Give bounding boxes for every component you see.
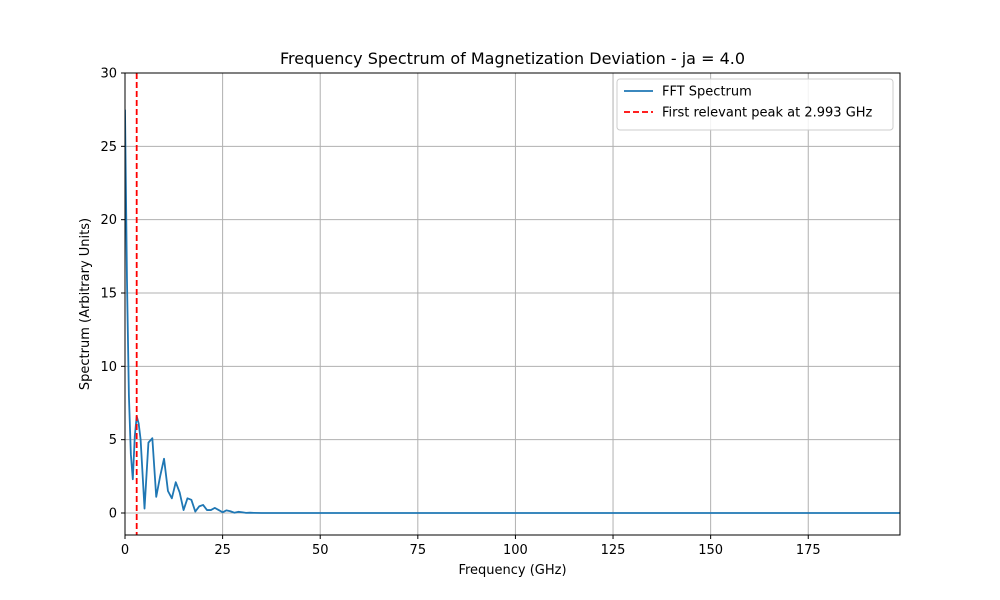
x-tick-label: 100 [503,543,528,558]
legend-label-fft-spectrum: FFT Spectrum [662,85,752,100]
y-tick-label: 5 [109,433,117,448]
y-tick-label: 25 [100,140,117,155]
x-tick-label: 25 [214,543,231,558]
y-tick-label: 10 [100,360,117,375]
x-tick-label: 125 [601,543,626,558]
x-tick-label: 175 [796,543,821,558]
legend-label-first-peak: First relevant peak at 2.993 GHz [662,106,873,121]
x-tick-label: 150 [698,543,723,558]
y-tick-label: 15 [100,287,117,302]
x-tick-label: 0 [121,543,129,558]
x-tick-label: 75 [410,543,427,558]
y-tick-label: 0 [109,507,117,522]
y-axis-label: Spectrum (Arbitrary Units) [78,218,93,390]
legend-box [616,78,894,131]
grid [124,72,900,535]
chart-title: Frequency Spectrum of Magnetization Devi… [280,49,745,68]
legend: FFT Spectrum First relevant peak at 2.99… [616,78,894,131]
axis-ticks: 0 25 50 75 100 125 150 175 0 5 10 15 20 25 30 [100,67,820,559]
series-line-fft-spectrum [125,109,900,514]
y-tick-label: 20 [100,213,117,228]
plot-frame [124,72,901,536]
x-axis-label: Frequency (GHz) [458,563,566,578]
y-tick-label: 30 [100,67,117,82]
plot-series [125,73,900,535]
x-tick-label: 50 [312,543,329,558]
